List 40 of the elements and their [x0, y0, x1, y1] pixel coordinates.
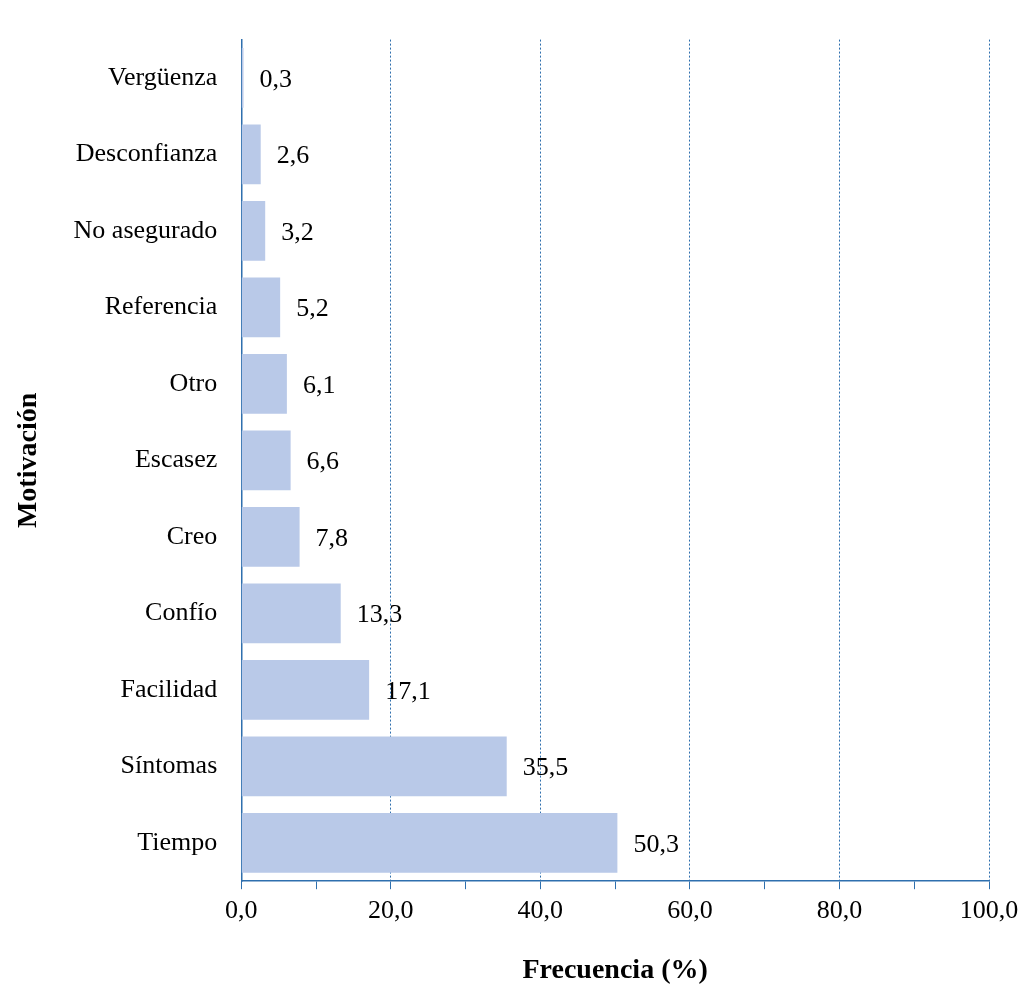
bar — [241, 736, 507, 797]
data-label: 2,6 — [276, 140, 310, 170]
data-label: 0,3 — [259, 63, 293, 93]
bar — [241, 354, 287, 414]
bar — [241, 813, 618, 873]
y-axis-title: Motivación — [11, 392, 43, 529]
bar — [241, 583, 341, 644]
y-tick-label: Otro — [169, 367, 218, 397]
data-label: 50,3 — [633, 828, 679, 858]
data-label: 35,5 — [522, 752, 569, 782]
x-axis-title: Frecuencia (%) — [522, 953, 708, 985]
y-tick-label: Síntomas — [120, 750, 218, 780]
bar — [241, 660, 370, 720]
x-tick-label: 100,0 — [959, 894, 1019, 924]
data-label: 6,1 — [302, 369, 336, 399]
data-label: 13,3 — [356, 599, 403, 629]
y-tick-label: Creo — [166, 520, 218, 550]
bar — [241, 430, 291, 491]
y-tick-label: Vergüenza — [108, 61, 218, 91]
x-tick-label: 0,0 — [225, 894, 258, 924]
bar — [241, 507, 300, 567]
data-label: 5,2 — [296, 293, 329, 323]
y-tick-label: Confío — [145, 597, 218, 627]
data-label: 7,8 — [315, 522, 349, 552]
x-tick-label: 20,0 — [368, 894, 414, 924]
y-tick-label: No asegurado — [73, 214, 218, 244]
bar — [241, 277, 281, 338]
y-tick-label: Tiempo — [137, 826, 218, 856]
data-label: 17,1 — [385, 675, 431, 705]
bar — [241, 201, 266, 261]
x-tick-label: 60,0 — [667, 894, 713, 924]
x-tick-label: 80,0 — [816, 894, 863, 924]
data-label: 6,6 — [306, 446, 340, 476]
data-label: 3,2 — [281, 216, 314, 246]
y-tick-label: Desconfianza — [75, 138, 218, 168]
y-tick-label: Facilidad — [120, 673, 218, 703]
y-tick-label: Referencia — [104, 291, 218, 321]
x-tick-label: 40,0 — [517, 894, 564, 924]
bar — [241, 124, 261, 185]
y-tick-label: Escasez — [134, 444, 218, 474]
